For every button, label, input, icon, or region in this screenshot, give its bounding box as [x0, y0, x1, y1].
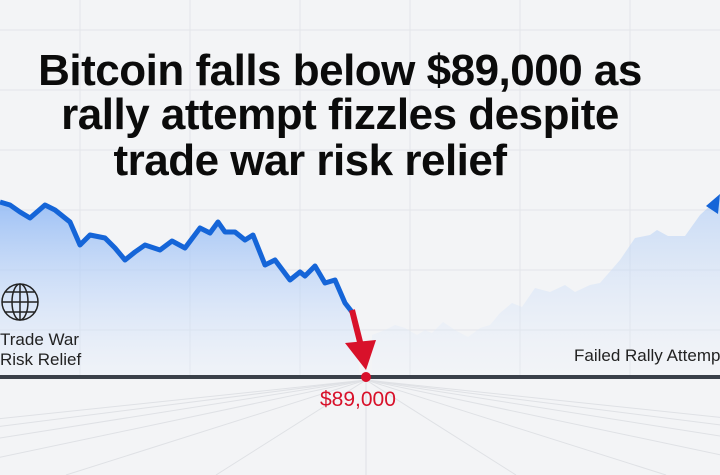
floor-line	[0, 379, 367, 439]
headline-line-1: Bitcoin falls below $89,000 as	[38, 46, 642, 95]
floor-line	[0, 379, 367, 458]
floor-line	[365, 379, 667, 475]
trade-war-label-2: Risk Relief	[0, 350, 82, 369]
floor-line	[365, 379, 720, 418]
floor-line	[365, 379, 720, 437]
floor-line	[0, 379, 367, 427]
right-area-fill	[372, 198, 720, 377]
up-arrow-icon	[706, 194, 720, 214]
price-line-decline	[0, 199, 354, 314]
trade-war-label-1: Trade War	[0, 330, 80, 349]
down-arrow-icon	[345, 340, 376, 370]
globe-icon	[1, 283, 39, 321]
price-label: $89,000	[320, 388, 396, 411]
floor-line	[365, 379, 517, 475]
headline-line-3: trade war risk relief	[113, 136, 507, 185]
left-area-fill	[0, 202, 360, 377]
headline-line-2: rally attempt fizzles despite	[61, 90, 619, 139]
failed-rally-label: Failed Rally Attempt	[574, 346, 720, 365]
floor-line	[365, 379, 720, 426]
floor-line	[365, 379, 720, 456]
floor-line	[65, 379, 367, 475]
floor-line	[215, 379, 367, 475]
floor-line	[0, 379, 367, 420]
price-point-marker	[361, 372, 371, 382]
